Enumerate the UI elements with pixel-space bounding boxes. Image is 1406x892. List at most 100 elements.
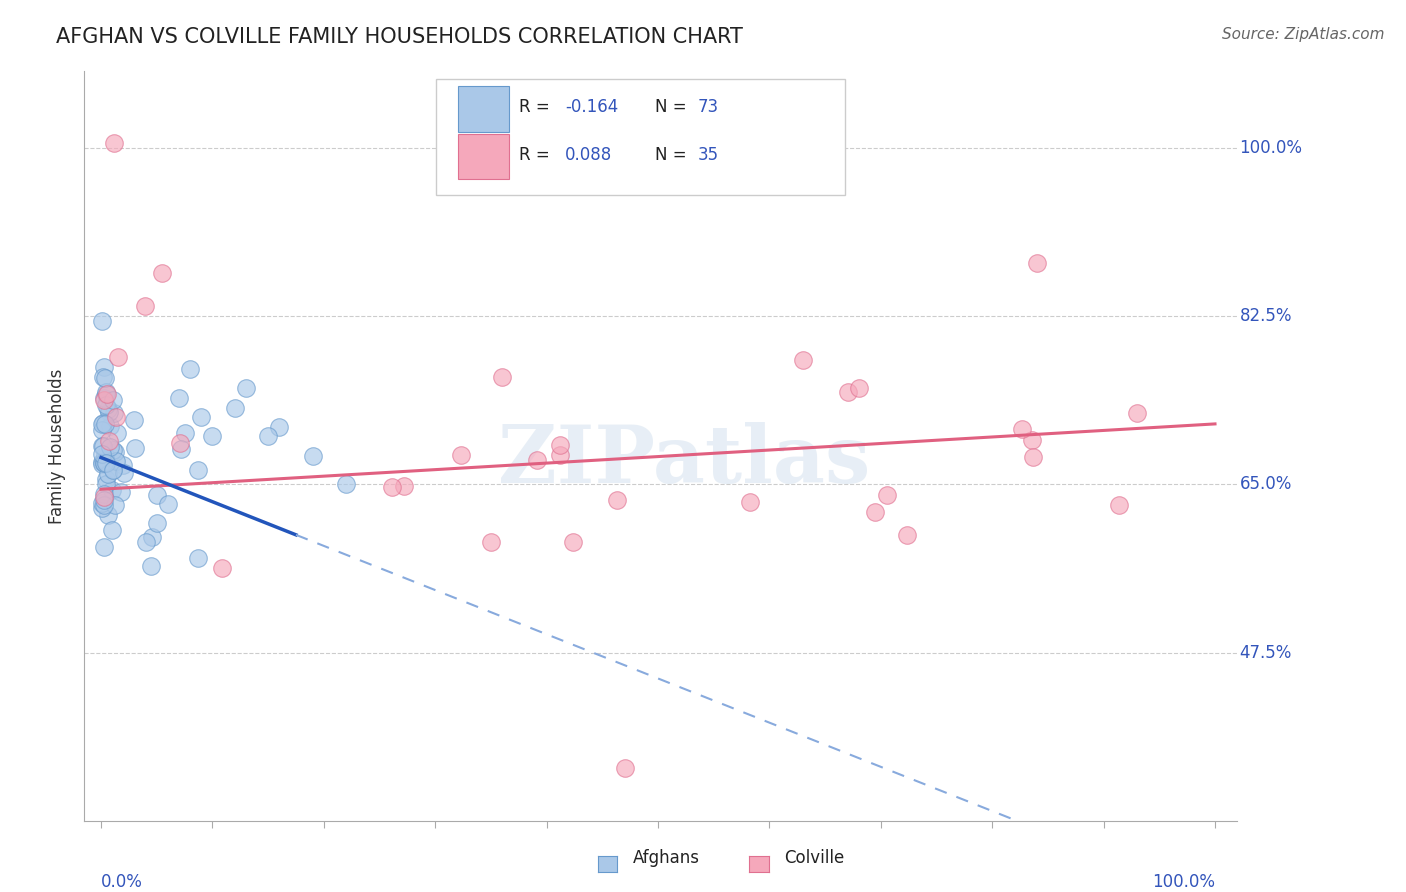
Point bbox=[837, 385, 859, 400]
Point bbox=[156, 497, 179, 511]
FancyBboxPatch shape bbox=[458, 87, 509, 132]
Point bbox=[896, 528, 918, 542]
Point bbox=[110, 485, 132, 500]
Point bbox=[93, 456, 115, 470]
Point bbox=[97, 434, 120, 449]
Text: ZIPatlas: ZIPatlas bbox=[498, 422, 870, 500]
Point bbox=[93, 448, 115, 462]
Point bbox=[97, 467, 120, 481]
Point bbox=[170, 442, 193, 456]
Point bbox=[1022, 450, 1045, 464]
Point bbox=[392, 479, 415, 493]
Point bbox=[491, 370, 513, 384]
Point bbox=[101, 483, 124, 497]
Point bbox=[101, 463, 124, 477]
Point bbox=[91, 496, 114, 510]
Point bbox=[94, 371, 117, 385]
Point bbox=[876, 488, 898, 502]
Point bbox=[96, 387, 118, 401]
Text: 100.0%: 100.0% bbox=[1240, 139, 1302, 157]
Point bbox=[91, 455, 114, 469]
Point bbox=[94, 417, 117, 431]
Point bbox=[94, 453, 117, 467]
Point bbox=[201, 429, 224, 443]
Point bbox=[1108, 498, 1130, 512]
Point bbox=[105, 425, 128, 440]
FancyBboxPatch shape bbox=[458, 134, 509, 179]
Text: 35: 35 bbox=[697, 145, 718, 164]
Point bbox=[738, 495, 761, 509]
Point bbox=[190, 410, 212, 425]
Point bbox=[141, 530, 163, 544]
Point bbox=[94, 456, 117, 470]
Point bbox=[211, 560, 233, 574]
FancyBboxPatch shape bbox=[436, 78, 845, 195]
Text: R =: R = bbox=[519, 98, 555, 116]
Point bbox=[96, 477, 118, 491]
Point bbox=[479, 535, 502, 549]
Point bbox=[93, 490, 115, 504]
Point bbox=[1011, 422, 1033, 436]
Point bbox=[91, 423, 114, 437]
Point bbox=[101, 392, 124, 407]
Point bbox=[561, 534, 583, 549]
Point bbox=[124, 441, 146, 455]
Point bbox=[104, 410, 127, 425]
Point bbox=[335, 477, 357, 491]
Point bbox=[301, 449, 323, 463]
Point bbox=[135, 535, 157, 549]
Point bbox=[91, 438, 114, 452]
Point bbox=[91, 314, 114, 328]
Text: Afghans: Afghans bbox=[633, 849, 700, 867]
Point bbox=[93, 492, 115, 507]
Point bbox=[613, 761, 636, 775]
Point bbox=[97, 508, 120, 522]
Point bbox=[179, 362, 201, 376]
Text: N =: N = bbox=[655, 98, 692, 116]
Point bbox=[150, 266, 173, 280]
Text: N =: N = bbox=[655, 145, 692, 164]
Point bbox=[93, 498, 115, 512]
Text: R =: R = bbox=[519, 145, 555, 164]
Point bbox=[104, 445, 127, 459]
Point bbox=[94, 454, 117, 468]
Point bbox=[269, 419, 291, 434]
Point bbox=[122, 413, 145, 427]
Point bbox=[94, 387, 117, 401]
Point bbox=[93, 487, 115, 501]
Point bbox=[526, 453, 548, 467]
Text: 0.088: 0.088 bbox=[565, 145, 613, 164]
Point bbox=[606, 492, 628, 507]
Point bbox=[141, 558, 163, 573]
Point bbox=[103, 406, 125, 420]
Point bbox=[91, 447, 114, 461]
Point bbox=[103, 136, 125, 151]
Point bbox=[91, 457, 114, 471]
Point bbox=[98, 419, 121, 434]
Point bbox=[169, 435, 191, 450]
Text: -0.164: -0.164 bbox=[565, 98, 619, 116]
Point bbox=[93, 456, 115, 470]
Point bbox=[1021, 433, 1043, 447]
Point bbox=[381, 480, 404, 494]
Point bbox=[96, 398, 118, 412]
Point bbox=[93, 392, 115, 407]
Point bbox=[91, 439, 114, 453]
Point bbox=[93, 391, 115, 405]
Point bbox=[187, 551, 209, 566]
Point bbox=[94, 472, 117, 486]
Point bbox=[101, 523, 124, 537]
Point bbox=[93, 540, 115, 554]
Point bbox=[112, 458, 135, 472]
Point bbox=[105, 453, 128, 467]
Point bbox=[792, 352, 814, 367]
Point bbox=[97, 401, 120, 416]
Text: 0.0%: 0.0% bbox=[101, 873, 143, 891]
Point bbox=[104, 498, 127, 512]
Point bbox=[134, 299, 156, 313]
Point bbox=[93, 360, 115, 375]
Point bbox=[167, 391, 190, 405]
Point bbox=[173, 425, 195, 440]
Text: 82.5%: 82.5% bbox=[1240, 308, 1292, 326]
Y-axis label: Family Households: Family Households bbox=[48, 368, 66, 524]
